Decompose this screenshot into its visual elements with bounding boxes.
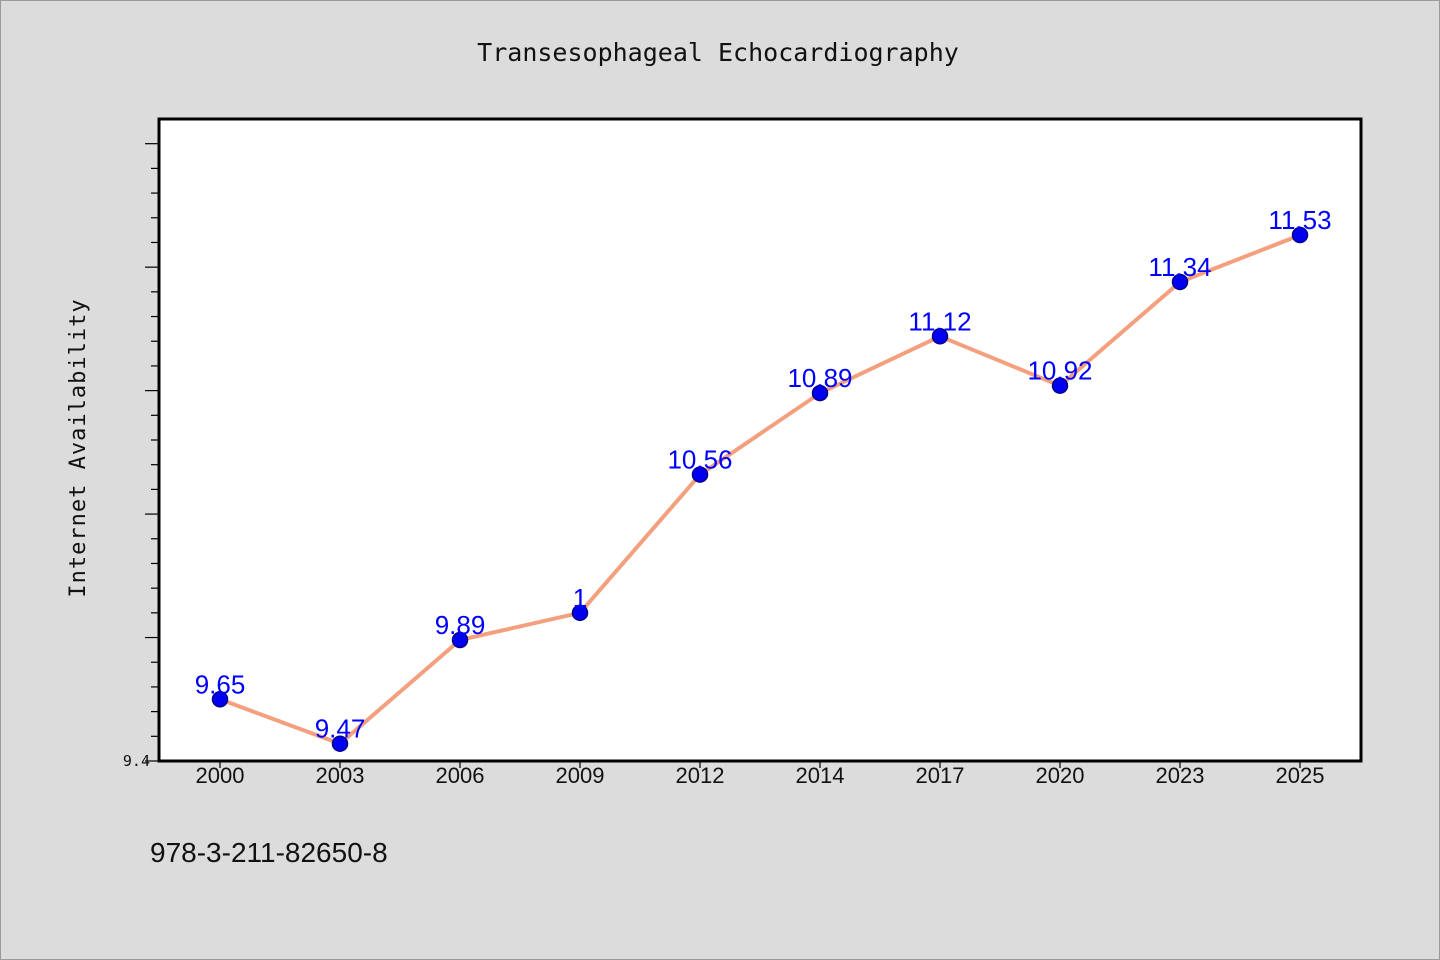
data-point <box>1291 226 1309 244</box>
x-tick-label: 2023 <box>1156 763 1205 788</box>
x-tick-label: 2000 <box>196 763 245 788</box>
data-labels: 9.65 9.47 9.89 1 10.56 10.89 11.12 10.92 11.34 11… <box>195 205 1332 744</box>
y-tick-label: 9.4 <box>123 752 150 770</box>
plot-area <box>157 117 1363 763</box>
data-point <box>811 384 829 402</box>
data-point <box>211 691 229 708</box>
series-line <box>219 233 1301 746</box>
x-tick-label: 2014 <box>796 763 845 788</box>
x-tick-label: 2009 <box>556 763 605 788</box>
data-point <box>691 466 709 483</box>
data-label: 1 <box>573 583 587 613</box>
data-point <box>1051 377 1069 394</box>
footnote-isbn: 978-3-211-82650-8 <box>150 837 388 868</box>
x-tick-label: 2012 <box>676 763 725 788</box>
data-label: 11.53 <box>1268 205 1331 235</box>
x-tick-label: 2020 <box>1036 763 1085 788</box>
data-label: 10.89 <box>787 363 852 393</box>
data-label: 9.89 <box>435 610 486 640</box>
data-label: 9.65 <box>195 669 246 699</box>
data-label: 9.47 <box>315 714 366 744</box>
x-tick-label: 2006 <box>436 763 485 788</box>
data-label: 10.56 <box>667 445 732 475</box>
y-axis-label: Internet Availability <box>66 298 91 597</box>
data-point <box>451 631 469 649</box>
x-tick-label: 2025 <box>1276 763 1325 788</box>
y-axis-ticks: 9.4 <box>123 143 159 770</box>
chart-title: Transesophageal Echocardiography <box>477 38 959 67</box>
data-label: 10.92 <box>1027 356 1092 386</box>
data-point <box>1171 273 1189 291</box>
series-markers <box>211 226 1309 752</box>
x-tick-label: 2003 <box>316 763 365 788</box>
series-line-group <box>219 233 1301 746</box>
data-point <box>931 328 949 345</box>
data-point <box>331 735 349 752</box>
x-axis-ticks: 2000 2003 2006 2009 2012 2014 2017 2020 2023 2025 <box>196 761 1325 788</box>
x-tick-label: 2017 <box>916 763 965 788</box>
data-point <box>571 604 589 622</box>
data-label: 11.34 <box>1148 252 1211 282</box>
data-label: 11.12 <box>908 306 971 336</box>
